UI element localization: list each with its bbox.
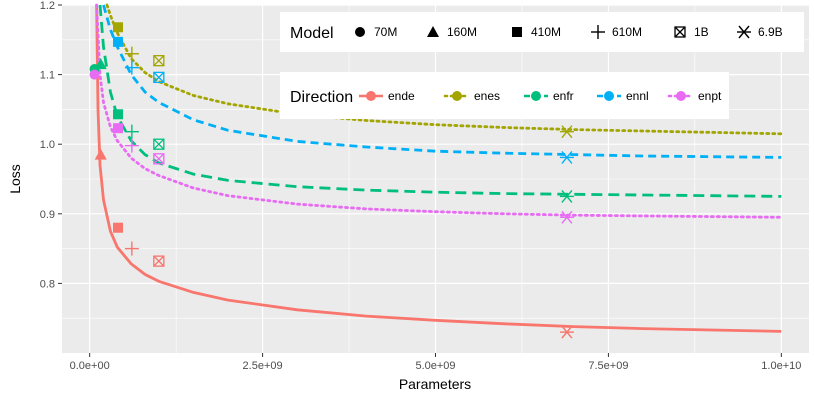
point-ende-610M <box>124 241 139 256</box>
point-enpt-70M <box>89 69 100 80</box>
legend-direction-key-enpt <box>667 91 695 101</box>
fit-line-enpt <box>95 3 783 219</box>
y-tick-label: 1.1 <box>40 70 55 82</box>
legend-model-key-1B <box>674 26 686 38</box>
point-enes-6.9B <box>559 125 574 139</box>
point-enpt-6.9B <box>559 210 574 224</box>
point-enpt-1B <box>153 153 165 165</box>
legend-model-key-6.9B <box>737 25 751 39</box>
y-axis: 0.8 0.9 1.0 1.1 1.2 <box>40 0 62 290</box>
legend-model-key-70M <box>355 27 365 37</box>
legend-direction-key-enes <box>443 91 471 101</box>
legend-direction-key-ende <box>359 91 383 101</box>
y-axis-title: Loss <box>7 164 23 194</box>
legend-direction: Direction ende enes enfr ennl enpt <box>280 72 729 119</box>
y-tick-label: 0.8 <box>40 278 55 290</box>
point-enfr-1B <box>153 138 165 150</box>
fit-line-ende <box>95 4 782 333</box>
legend-direction-title: Direction <box>290 89 353 106</box>
point-ennl-1B <box>153 71 165 84</box>
fit-line-enfr <box>98 4 782 198</box>
data-points <box>89 22 574 339</box>
fit-line-enes <box>105 3 783 136</box>
point-enpt-610M <box>124 138 139 153</box>
point-enfr-160M <box>94 58 107 70</box>
legend-direction-key-ennl <box>597 91 621 101</box>
x-tick-label: 0.0e+00 <box>70 360 110 372</box>
point-enpt-410M <box>113 123 124 134</box>
x-tick-label: 1.0e+10 <box>761 360 801 372</box>
y-tick-label: 1.0 <box>40 139 55 151</box>
point-ende-1B <box>153 255 165 267</box>
legend-direction-label: ennl <box>626 89 649 103</box>
point-ennl-610M <box>124 60 139 75</box>
point-ende-6.9B <box>559 325 574 339</box>
y-tick-label: 0.9 <box>40 209 55 221</box>
fit-line-ennl <box>102 4 782 159</box>
legend-model-key-160M <box>427 26 439 37</box>
point-enfr-610M <box>124 124 139 139</box>
legend-direction-label: enfr <box>553 89 574 103</box>
legend-model-title: Model <box>290 25 334 42</box>
legend-direction-key-enfr <box>524 91 548 101</box>
legend-model-label: 1B <box>694 25 709 39</box>
point-enes-410M <box>113 22 124 33</box>
y-tick-label: 1.2 <box>40 0 55 12</box>
legend-direction-label: ende <box>388 89 415 103</box>
legend-model-label: 610M <box>612 25 642 39</box>
point-ende-160M <box>94 148 107 160</box>
legend-direction-label: enes <box>474 89 500 103</box>
x-tick-label: 2.5e+09 <box>243 360 283 372</box>
legend-direction-label: enpt <box>698 89 722 103</box>
point-enfr-410M <box>113 109 124 120</box>
legend-model-key-410M <box>512 27 522 37</box>
legend-model-label: 410M <box>531 25 561 39</box>
point-ennl-410M <box>113 36 124 47</box>
point-enes-610M <box>124 46 139 61</box>
x-tick-label: 5.0e+09 <box>415 360 455 372</box>
legend-model-label: 6.9B <box>758 25 783 39</box>
point-enfr-6.9B <box>559 189 574 203</box>
x-tick-label: 7.5e+09 <box>588 360 628 372</box>
point-ende-410M <box>113 222 124 233</box>
point-enes-1B <box>153 55 165 67</box>
legend-model-label: 70M <box>374 25 397 39</box>
fit-lines <box>95 3 783 333</box>
point-ennl-6.9B <box>559 150 574 164</box>
x-axis: 0.0e+00 2.5e+09 5.0e+09 7.5e+09 1.0e+10 <box>70 353 801 372</box>
legend-model-label: 160M <box>447 25 477 39</box>
x-axis-title: Parameters <box>399 376 471 392</box>
legend-model: Model 70M 160M 410M 610M 1B 6.9B <box>280 12 804 52</box>
legend-model-key-610M <box>591 25 605 39</box>
grid-major <box>62 4 809 353</box>
